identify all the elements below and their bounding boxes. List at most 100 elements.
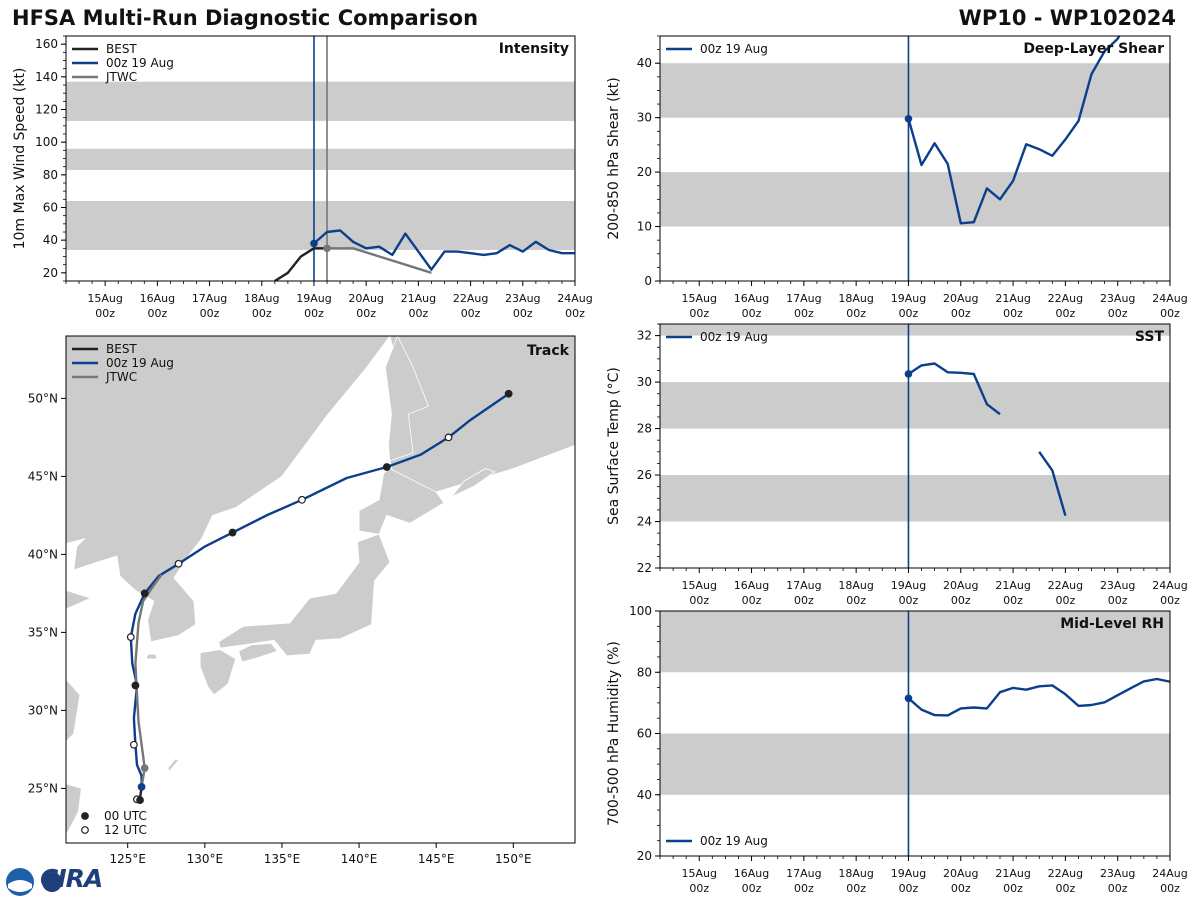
sst-xtick-label-hour: 00z: [1108, 594, 1128, 607]
sst-xtick-label-date: 18Aug: [838, 579, 873, 592]
globe-icon: [42, 872, 62, 892]
sst-band-0: [660, 475, 1170, 522]
intensity-panel: 20 40 60 80 100 120 140 160 15Aug 00z 16Aug 00z 17Au…: [12, 35, 593, 320]
intensity-xtick-label-hour: 00z: [252, 307, 272, 320]
intensity-xtick-label-hour: 00z: [200, 307, 220, 320]
shear-ytick-label: 20: [637, 165, 652, 179]
track-marker-00utc: [131, 681, 140, 690]
sst-ytick-label: 28: [637, 422, 652, 436]
rh-xtick-label-hour: 00z: [951, 882, 971, 895]
shear-xtick-label-date: 20Aug: [943, 292, 978, 305]
intensity-series-run-init-point: [310, 239, 318, 248]
track-marker-12utc: [174, 559, 183, 568]
shear-title: Deep-Layer Shear: [1023, 41, 1164, 57]
storm-id-title: WP10 - WP102024: [958, 6, 1176, 30]
sst-xtick-label-date: 16Aug: [734, 579, 769, 592]
track-legend-label: JTWC: [105, 370, 137, 384]
shear-ylabel: 200-850 hPa Shear (kt): [606, 77, 622, 239]
sst-xtick-label-hour: 00z: [951, 594, 971, 607]
rh-panel: 20 40 60 80 100 15Aug 00z 16Aug 00z 17Aug 00z 18Aug…: [606, 604, 1188, 895]
sst-frame: [659, 323, 1171, 569]
sst-xtick-label-hour: 00z: [794, 594, 814, 607]
sst-xtick-label-hour: 00z: [689, 594, 709, 607]
shear-ytick-label: 30: [637, 111, 652, 125]
track-series-run-line: [129, 392, 510, 787]
sst-band-1: [660, 382, 1170, 429]
intensity-series-best-line: [274, 247, 327, 281]
shear-xtick-label-hour: 00z: [846, 307, 866, 320]
track-marker-00utc: [228, 528, 237, 537]
rh-xtick-label-date: 22Aug: [1048, 867, 1083, 880]
sst-series-run-init-point: [904, 370, 913, 378]
rh-xtick-label-date: 19Aug: [891, 867, 926, 880]
track-map-area: [66, 336, 575, 843]
land-sakhalin-tip: [384, 336, 430, 462]
intensity-xtick-label-hour: 00z: [461, 307, 481, 320]
sst-xtick-label-date: 17Aug: [786, 579, 821, 592]
shear-xtick-label-date: 19Aug: [891, 292, 926, 305]
sst-xtick-label-hour: 00z: [742, 594, 762, 607]
intensity-xtick-label-date: 22Aug: [453, 292, 488, 305]
sst-ytick-label: 24: [637, 515, 652, 529]
sst-panel: 22 24 26 28 30 32 15Aug 00z 16Aug 00z 17Aug 00z 18Au…: [606, 323, 1188, 607]
sst-series-run-line: [907, 362, 1001, 416]
cira-logo-text: CIRA: [40, 864, 103, 893]
shear-xtick-label-date: 24Aug: [1152, 292, 1187, 305]
rh-series-run-init-point: [904, 694, 913, 703]
sst-ytick-label: 30: [637, 375, 652, 389]
rh-xtick-label-date: 24Aug: [1152, 867, 1187, 880]
sst-ytick-label: 32: [637, 329, 652, 343]
intensity-series-jtwc-line: [327, 247, 432, 274]
rh-xtick-label-date: 15Aug: [681, 867, 716, 880]
rh-xtick-label-hour: 00z: [1108, 882, 1128, 895]
shear-band-1: [660, 63, 1170, 118]
shear-xtick-label-date: 15Aug: [681, 292, 716, 305]
intensity-xtick-label-date: 23Aug: [505, 292, 540, 305]
shear-xtick-label-date: 16Aug: [734, 292, 769, 305]
intensity-xtick-label-date: 24Aug: [557, 292, 592, 305]
intensity-ytick-label: 140: [35, 70, 58, 84]
shear-xtick-label-date: 18Aug: [838, 292, 873, 305]
land-shikoku: [238, 642, 278, 663]
track-marker-00utc: [137, 782, 146, 791]
cira-logo: [6, 868, 62, 896]
shear-ytick-label: 10: [637, 220, 652, 234]
rh-frame: [659, 610, 1171, 857]
intensity-frame: [65, 35, 576, 282]
intensity-band-0: [66, 200, 575, 250]
track-marker-00utc: [140, 589, 149, 598]
rh-xtick-label-hour: 00z: [742, 882, 762, 895]
track-ytick-label: 45°N: [28, 469, 58, 483]
shear-xtick-label-hour: 00z: [951, 307, 971, 320]
track-marker-12utc: [129, 740, 138, 749]
sst-xtick-label-hour: 00z: [846, 594, 866, 607]
sst-xtick-label-date: 22Aug: [1048, 579, 1083, 592]
rh-ytick-label: 100: [629, 604, 652, 618]
track-ytick-label: 35°N: [28, 625, 58, 639]
rh-ytick-label: 40: [637, 788, 652, 802]
track-xtick-label: 125°E: [109, 852, 146, 866]
shear-ytick-label: 0: [644, 274, 652, 288]
intensity-ytick-label: 40: [43, 233, 58, 247]
rh-xtick-label-date: 20Aug: [943, 867, 978, 880]
intensity-xtick-label-hour: 00z: [304, 307, 324, 320]
sst-band-2: [660, 324, 1170, 336]
rh-plot-area: [904, 677, 1170, 717]
track-marker-00utc: [504, 389, 513, 398]
rh-xtick-label-hour: 00z: [689, 882, 709, 895]
rh-xtick-label-date: 18Aug: [838, 867, 873, 880]
sst-ytick-label: 26: [637, 468, 652, 482]
track-marker-legend-symbol: [81, 826, 89, 834]
track-xtick-label: 150°E: [495, 852, 532, 866]
track-marker-00utc: [140, 764, 149, 773]
track-marker-legend-label: 00 UTC: [104, 809, 147, 823]
intensity-band-1: [66, 148, 575, 170]
rh-xtick-label-hour: 00z: [846, 882, 866, 895]
sst-series-run-line: [1038, 451, 1067, 517]
intensity-legend-label: BEST: [106, 42, 137, 56]
rh-xtick-label-date: 21Aug: [995, 867, 1030, 880]
shear-xtick-label-hour: 00z: [1160, 307, 1180, 320]
intensity-series-jtwc-init-point: [323, 244, 331, 253]
rh-ytick-label: 20: [637, 849, 652, 863]
